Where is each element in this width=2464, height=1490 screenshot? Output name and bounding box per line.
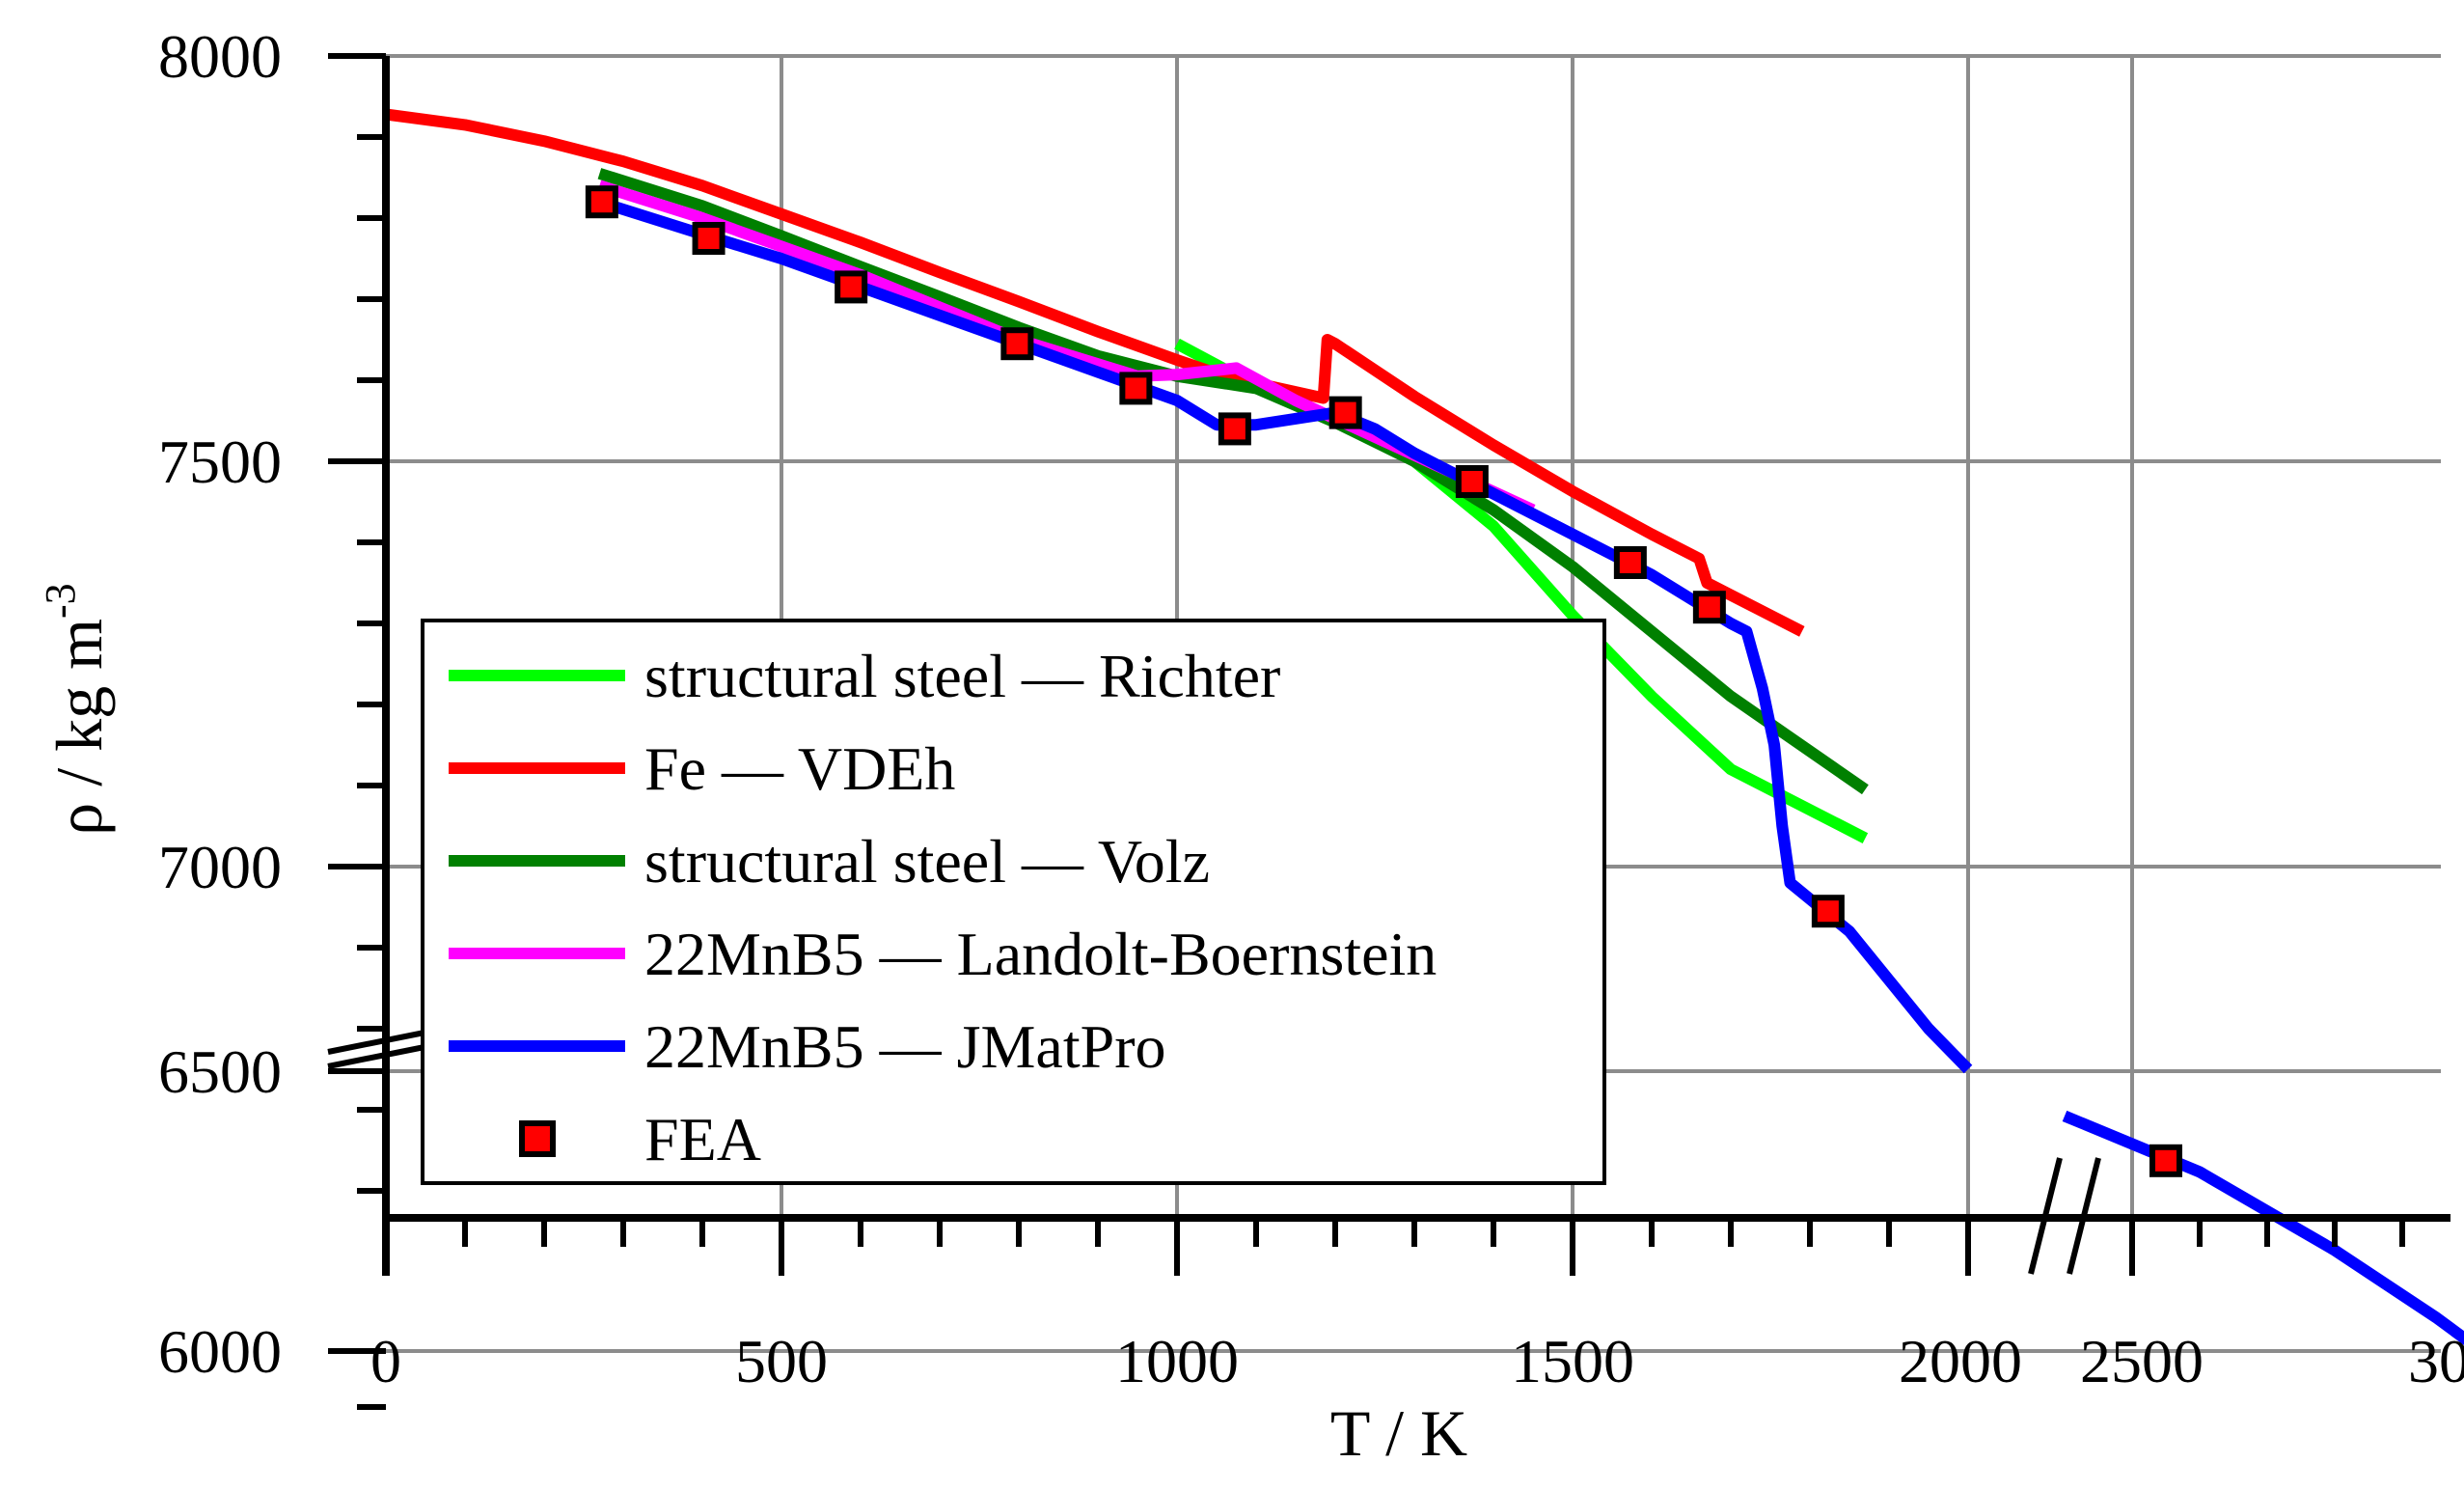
legend-label-5: FEA — [644, 1105, 761, 1173]
fea-marker-7 — [1455, 465, 1489, 498]
series-line-1 — [385, 108, 1805, 637]
y-tick-label-7500: 7500 — [158, 428, 282, 496]
y-axis-break — [327, 1030, 425, 1069]
fea-marker-0 — [585, 185, 618, 219]
y-tick-label-8000: 8000 — [158, 22, 282, 91]
fea-marker-9 — [1692, 591, 1726, 624]
x-tick-label-1500: 1500 — [1511, 1327, 1634, 1395]
legend-marker-5 — [519, 1120, 556, 1157]
legend-label-4: 22MnB5 — JMatPro — [644, 1012, 1166, 1081]
fea-marker-6 — [1328, 396, 1362, 429]
legend-box — [421, 619, 1606, 1185]
fea-marker-5 — [1218, 412, 1251, 446]
fea-marker-4 — [1119, 372, 1153, 405]
y-tick-label-6500: 6500 — [158, 1037, 282, 1106]
fea-marker-3 — [1000, 327, 1034, 361]
x-tick-label-2000: 2000 — [1899, 1327, 2022, 1395]
y-tick-label-6000: 6000 — [158, 1317, 282, 1386]
y-tick-label-7000: 7000 — [158, 833, 282, 901]
y-axis-title: ρ / kg m-3 — [37, 583, 116, 835]
series-line-4 — [597, 196, 1973, 1074]
legend-label-2: structural steel — Volz — [644, 827, 1210, 896]
fea-marker-8 — [1613, 546, 1647, 579]
x-tick-label-1000: 1000 — [1115, 1327, 1239, 1395]
y-axis-title-group: ρ / kg m-3 — [37, 583, 116, 835]
x-tick-label-500: 500 — [735, 1327, 828, 1395]
x-axis-title: T / K — [1330, 1396, 1467, 1470]
x-tick-label-0: 0 — [370, 1327, 401, 1395]
fea-marker-11 — [2149, 1144, 2182, 1177]
axes — [327, 53, 2450, 1410]
tick-labels: 0 500 1000 1500 2000 2500 3000 8000 7500 7000 6500… — [158, 22, 2464, 1395]
series-line-2 — [597, 168, 1869, 795]
legend: structural steel — Richter Fe — VDEh struc… — [421, 619, 1606, 1185]
legend-label-1: Fe — VDEh — [644, 734, 955, 803]
y-axis-title-main: ρ / kg m — [42, 619, 116, 836]
fea-marker-2 — [835, 270, 868, 304]
fea-marker-10 — [1811, 895, 1845, 928]
data-series — [385, 108, 2464, 1346]
legend-label-0: structural steel — Richter — [644, 642, 1280, 710]
x-tick-label-3000: 3000 — [2408, 1327, 2464, 1395]
x-axis-break — [2028, 1157, 2101, 1275]
legend-label-3: 22MnB5 — Landolt-Boernstein — [644, 920, 1437, 988]
y-axis-title-superscript: -3 — [37, 583, 84, 619]
x-tick-label-2500: 2500 — [2080, 1327, 2204, 1395]
fea-marker-1 — [692, 222, 726, 255]
